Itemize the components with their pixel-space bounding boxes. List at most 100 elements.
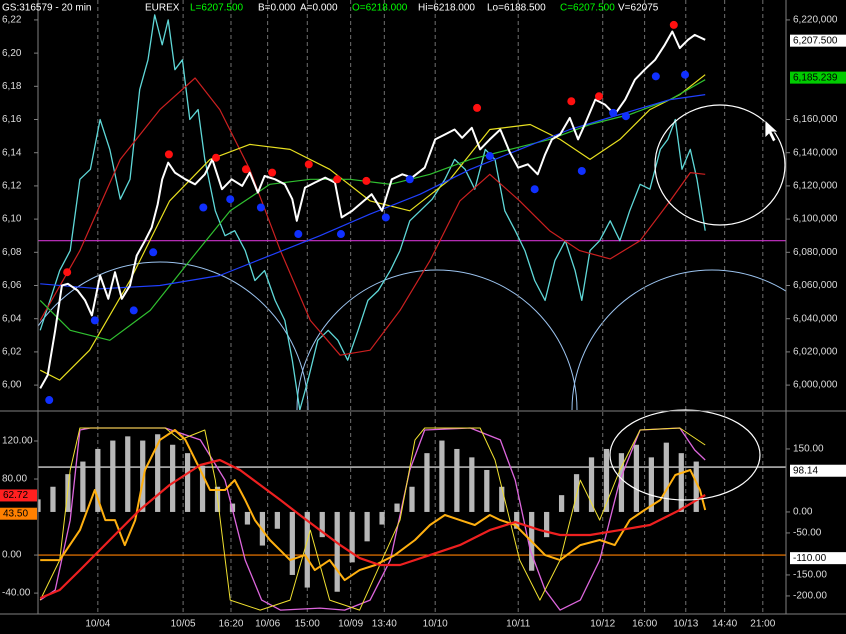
histogram-bar xyxy=(95,448,101,512)
cursor xyxy=(764,119,780,143)
value-box-label: 6,185.239 xyxy=(793,72,838,83)
ellipse xyxy=(609,409,761,501)
signal-dot xyxy=(226,195,235,204)
y-tick-label: 6,16 xyxy=(2,114,22,125)
value-box-label: 62.72 xyxy=(3,490,28,501)
plot xyxy=(38,412,786,614)
histogram-bar xyxy=(334,511,340,592)
signal-dot xyxy=(473,103,482,112)
histogram-bar xyxy=(544,511,550,538)
signal-dot xyxy=(567,97,576,106)
y-tick-label: 6,04 xyxy=(2,313,22,324)
series-line xyxy=(39,77,706,356)
signal-dot xyxy=(63,268,72,277)
signal-dot xyxy=(405,175,414,184)
histogram-bar xyxy=(364,511,370,542)
signal-dot xyxy=(609,108,618,117)
histogram-bar xyxy=(499,486,505,512)
y2-tick-label: 6,020,000 xyxy=(793,347,838,358)
y-tick-label: 6,10 xyxy=(2,214,22,225)
value-box xyxy=(790,71,846,84)
plot xyxy=(38,0,786,410)
x-tick-label: 14:40 xyxy=(712,619,737,630)
histogram-bar xyxy=(38,499,41,512)
y-tick-label: 6,00 xyxy=(2,380,22,391)
x-tick-label: 10/11 xyxy=(506,619,531,630)
signal-dot xyxy=(304,160,313,169)
quote-field: V=62075 xyxy=(618,3,659,14)
histogram-bar xyxy=(125,436,131,512)
ellipse xyxy=(654,104,786,226)
y2-tick-label: 150.00 xyxy=(793,444,824,455)
histogram-bar xyxy=(244,511,251,525)
quote-field: L=6207.500 xyxy=(190,3,244,14)
histogram-bar xyxy=(514,511,520,529)
arc xyxy=(571,269,786,410)
histogram-bar xyxy=(558,495,565,512)
histogram-bar xyxy=(454,448,460,512)
signal-dot xyxy=(577,166,586,175)
signal-dot xyxy=(241,165,250,174)
quote-field: A=0.000 xyxy=(300,3,338,14)
x-tick-label: 21:00 xyxy=(750,619,775,630)
y2-tick-label: 6,080,000 xyxy=(793,247,838,258)
x-tick-label: 10/09 xyxy=(338,619,363,630)
histogram-bar xyxy=(469,457,475,512)
histogram-bar xyxy=(379,511,385,525)
arcs xyxy=(38,261,786,410)
y2-tick-label: 6,100,000 xyxy=(793,214,838,225)
histogram-bar xyxy=(409,486,415,512)
histogram-bar xyxy=(304,511,310,588)
quote-field: O=6218.000 xyxy=(352,3,408,14)
x-tick-label: 10/13 xyxy=(673,619,698,630)
y2-tick-label: 0.00 xyxy=(793,507,813,518)
symbol: GS:316579 - 20 min xyxy=(2,3,92,14)
value-box xyxy=(790,552,846,565)
value-box-label: 98.14 xyxy=(793,465,818,476)
x-tick-label: 10/04 xyxy=(85,619,110,630)
signal-dot xyxy=(45,396,54,405)
series-line xyxy=(39,14,706,410)
signal-dot xyxy=(595,92,603,101)
signal-dot xyxy=(381,213,390,222)
signal-dot xyxy=(164,150,173,159)
y-tick-label: 6,08 xyxy=(2,247,22,258)
signal-dot xyxy=(149,248,158,257)
y2-tick-label: 6,220,000 xyxy=(793,15,838,26)
series-line xyxy=(40,429,707,582)
signal-dot xyxy=(294,230,303,239)
x-tick-label: 10/12 xyxy=(590,619,615,630)
histogram-bar xyxy=(170,444,176,512)
signal-dot xyxy=(530,185,539,194)
y2-tick-label: 6,060,000 xyxy=(793,280,838,291)
value-box xyxy=(790,34,846,47)
y2-tick-label: 6,160,000 xyxy=(793,114,838,125)
y2-tick-label: -200.00 xyxy=(793,591,827,602)
y-tick-label: 6,02 xyxy=(2,347,22,358)
value-box xyxy=(0,507,37,520)
y-tick-label: 80.00 xyxy=(2,474,27,485)
histogram-bar xyxy=(588,457,595,512)
y2-tick-label: 6,040,000 xyxy=(793,313,838,324)
x-tick-label: 13:40 xyxy=(372,619,397,630)
signal-dot xyxy=(336,230,345,239)
y-tick-label: 120.00 xyxy=(2,436,33,447)
y-tick-label: 6,14 xyxy=(2,147,22,158)
value-box-label: 43.50 xyxy=(3,508,28,519)
y2-tick-label: -50.00 xyxy=(793,528,822,539)
value-box xyxy=(790,464,846,477)
signal-dot xyxy=(669,20,678,29)
signal-dot xyxy=(362,176,371,185)
signal-dot xyxy=(90,316,99,325)
signal-dot xyxy=(256,203,265,212)
header: GS:316579 - 20 min EUREX L=6207.500 B=0.… xyxy=(2,3,659,14)
histogram-bar xyxy=(648,457,654,512)
histogram-bar xyxy=(80,461,86,512)
histogram-bar xyxy=(349,511,355,563)
quote-field: C=6207.500 xyxy=(560,3,615,14)
x-tick-label: 10/10 xyxy=(423,619,448,630)
y2-tick-label: 6,120,000 xyxy=(793,181,838,192)
quote-field: B=0.000 xyxy=(258,3,296,14)
